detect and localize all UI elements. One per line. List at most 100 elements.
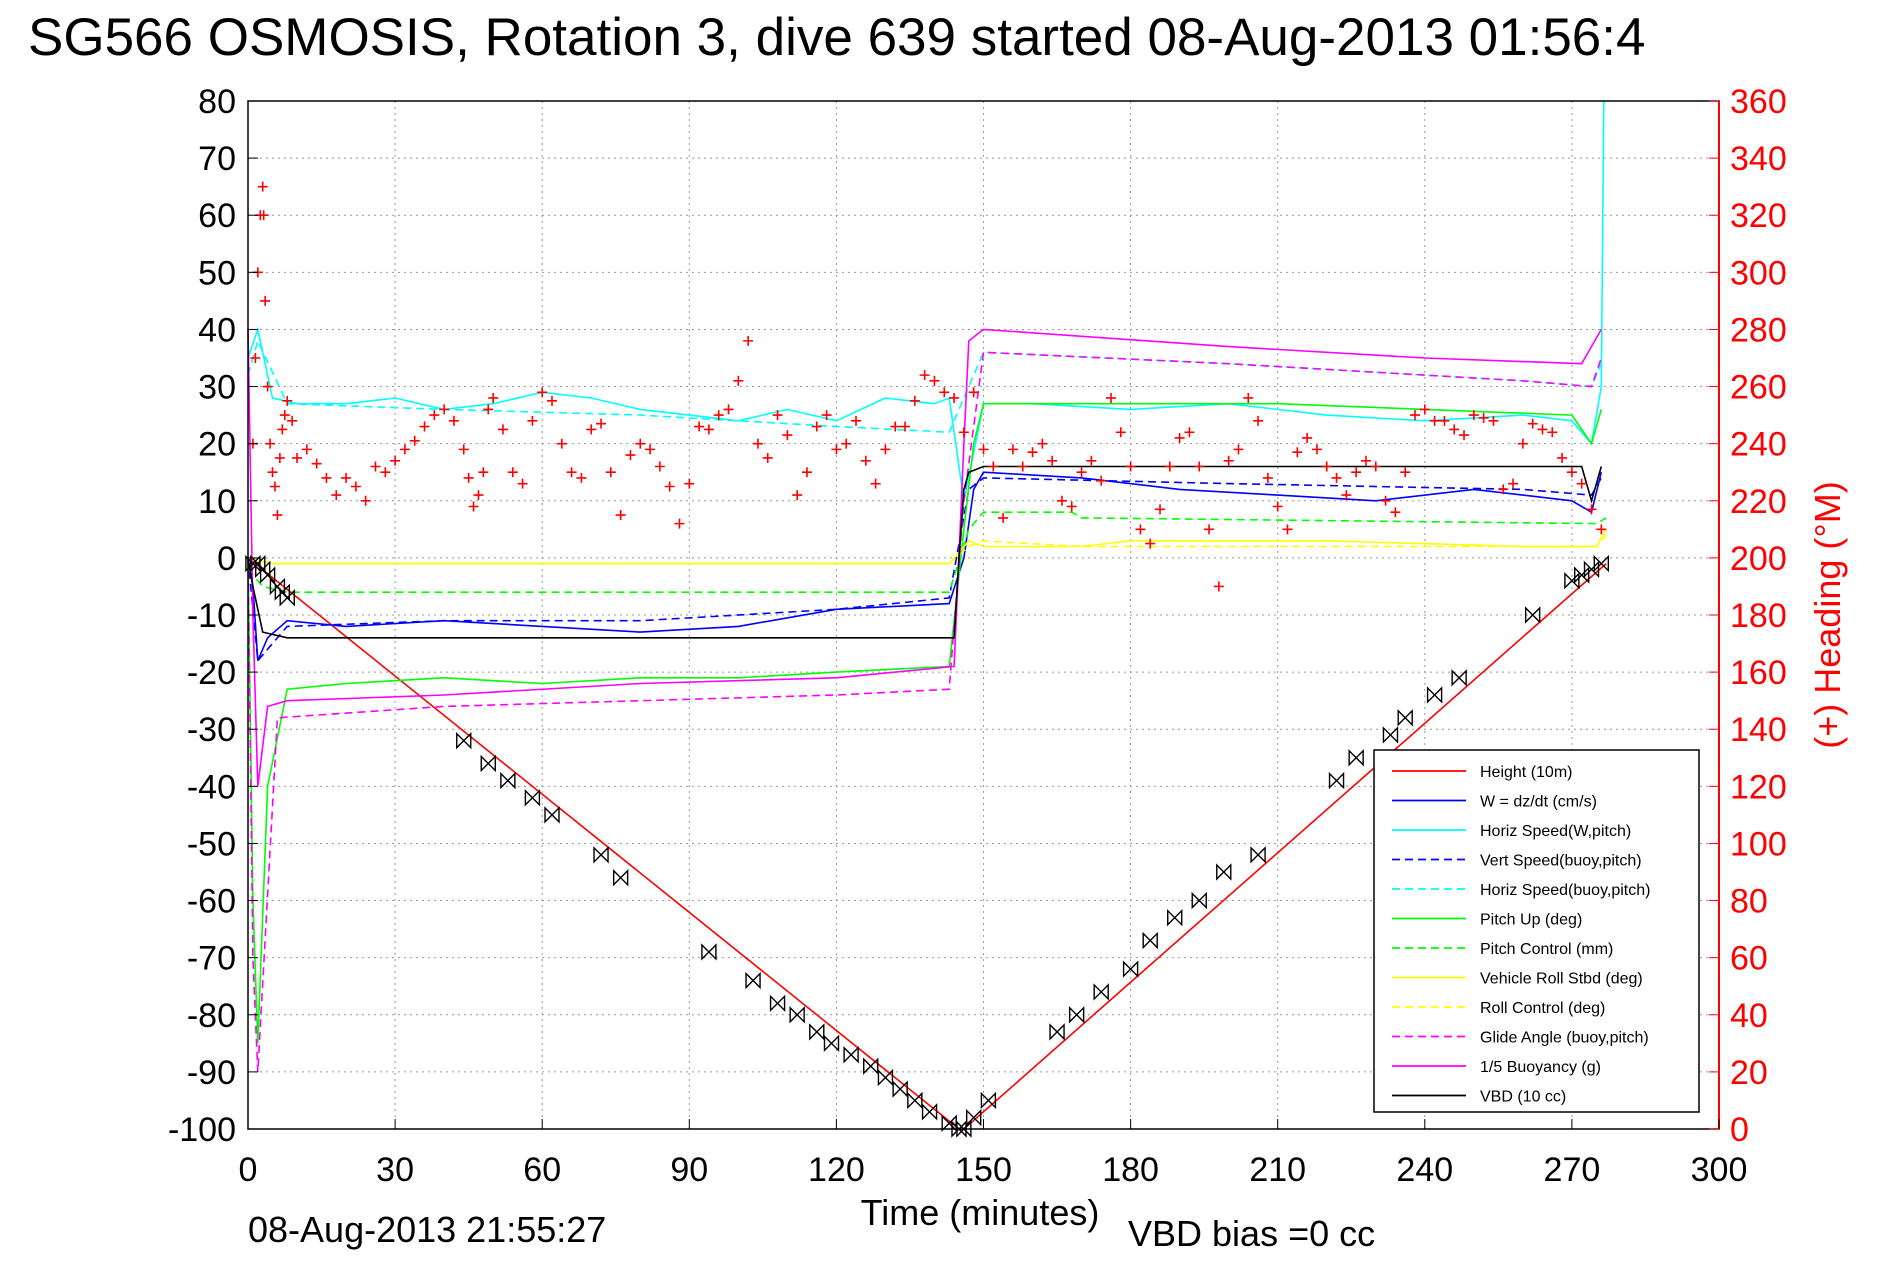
heading-point bbox=[625, 450, 636, 461]
heading-point bbox=[615, 510, 626, 521]
heading-point bbox=[654, 461, 665, 472]
height-marker bbox=[279, 589, 295, 607]
heading-point bbox=[1488, 415, 1499, 426]
heading-point bbox=[258, 210, 269, 221]
heading-point bbox=[488, 392, 499, 403]
heading-point bbox=[527, 415, 538, 426]
heading-point bbox=[762, 452, 773, 463]
heading-point bbox=[890, 421, 901, 432]
heading-point bbox=[274, 452, 285, 463]
y-right-tick-label: 320 bbox=[1730, 197, 1787, 235]
heading-point bbox=[870, 478, 881, 489]
x-tick-label: 0 bbox=[239, 1151, 258, 1189]
heading-point bbox=[1105, 392, 1116, 403]
heading-point bbox=[260, 295, 271, 306]
height-marker bbox=[1328, 771, 1345, 790]
series-line-8 bbox=[247, 534, 1607, 565]
heading-point bbox=[586, 424, 597, 435]
heading-point bbox=[1439, 415, 1450, 426]
y-right-tick-labels: 3603403203002802602402202001801601401201… bbox=[1709, 83, 1787, 1149]
y-left-tick-label: -30 bbox=[187, 711, 236, 749]
heading-point bbox=[507, 467, 518, 478]
legend-label: VBD (10 cc) bbox=[1480, 1089, 1566, 1106]
heading-point bbox=[1429, 415, 1440, 426]
y-left-tick-label: 70 bbox=[198, 140, 236, 178]
heading-point bbox=[1537, 424, 1548, 435]
y-left-tick-label: -20 bbox=[187, 654, 236, 692]
heading-point bbox=[448, 415, 459, 426]
heading-point bbox=[1155, 504, 1166, 515]
heading-point bbox=[792, 490, 803, 501]
height-marker bbox=[1167, 908, 1183, 927]
heading-point bbox=[390, 455, 401, 466]
x-tick-label: 270 bbox=[1544, 1151, 1601, 1189]
height-markers bbox=[245, 554, 1610, 1138]
heading-point bbox=[272, 510, 283, 521]
height-marker bbox=[921, 1103, 938, 1121]
heading-point bbox=[1056, 495, 1067, 506]
heading-point bbox=[1459, 430, 1470, 441]
heading-point bbox=[1194, 461, 1205, 472]
y-left-tick-label: -50 bbox=[187, 825, 236, 863]
heading-point bbox=[1125, 461, 1136, 472]
heading-point bbox=[267, 467, 278, 478]
heading-point bbox=[262, 381, 273, 392]
legend-label: Vert Speed(buoy,pitch) bbox=[1480, 853, 1642, 870]
heading-point bbox=[713, 410, 724, 421]
heading-point bbox=[1360, 455, 1371, 466]
y-left-tick-label: 0 bbox=[217, 540, 236, 578]
series-line-9 bbox=[247, 351, 1603, 1072]
height-marker bbox=[1382, 726, 1399, 744]
heading-point bbox=[1086, 455, 1097, 466]
legend-label: Height (10m) bbox=[1480, 764, 1572, 781]
heading-point bbox=[1370, 461, 1381, 472]
x-tick-label: 210 bbox=[1249, 1151, 1306, 1189]
heading-point bbox=[1419, 404, 1430, 415]
y-right-tick-label: 160 bbox=[1730, 654, 1787, 692]
legend-label: Roll Control (deg) bbox=[1480, 1000, 1605, 1017]
heading-point bbox=[978, 444, 989, 455]
heading-point bbox=[1282, 524, 1293, 535]
heading-point bbox=[958, 427, 969, 438]
height-marker bbox=[877, 1068, 894, 1087]
heading-point bbox=[537, 387, 548, 398]
series-line-6 bbox=[247, 511, 1607, 594]
heading-point bbox=[576, 472, 587, 483]
x-tick-label: 240 bbox=[1396, 1151, 1453, 1189]
heading-point bbox=[1027, 447, 1038, 458]
x-tick-label: 120 bbox=[808, 1151, 865, 1189]
heading-point bbox=[1223, 455, 1234, 466]
y-right-tick-label: 240 bbox=[1730, 426, 1787, 464]
series-line-11 bbox=[247, 465, 1603, 639]
heading-point bbox=[1066, 501, 1077, 512]
height-marker bbox=[823, 1034, 840, 1053]
heading-point bbox=[1184, 427, 1195, 438]
y-right-tick-label: 0 bbox=[1730, 1111, 1749, 1149]
heading-point bbox=[439, 404, 450, 415]
heading-point bbox=[429, 410, 440, 421]
heading-point bbox=[370, 461, 381, 472]
heading-point bbox=[483, 404, 494, 415]
y-right-axis-label: (+) Heading (°M) bbox=[1807, 481, 1848, 748]
y-right-tick-label: 200 bbox=[1730, 540, 1787, 578]
height-marker bbox=[863, 1057, 879, 1075]
heading-point bbox=[301, 444, 312, 455]
heading-point bbox=[723, 404, 734, 415]
heading-point bbox=[292, 452, 303, 463]
legend-label: Vehicle Roll Stbd (deg) bbox=[1480, 971, 1643, 988]
height-marker bbox=[965, 1108, 982, 1127]
height-marker bbox=[1049, 1023, 1065, 1041]
y-right-tick-label: 280 bbox=[1730, 311, 1787, 349]
y-left-tick-label: 80 bbox=[198, 83, 236, 121]
y-right-tick-label: 260 bbox=[1730, 369, 1787, 407]
heading-point bbox=[909, 395, 920, 406]
series-line-5 bbox=[247, 402, 1603, 1044]
height-marker bbox=[1216, 863, 1232, 881]
height-marker bbox=[259, 566, 276, 584]
x-tick-label: 300 bbox=[1691, 1151, 1748, 1189]
y-right-tick-label: 140 bbox=[1730, 711, 1787, 749]
heading-point bbox=[311, 458, 322, 469]
heading-point bbox=[463, 472, 474, 483]
heading-point bbox=[1262, 472, 1273, 483]
series-line-3 bbox=[247, 477, 1602, 663]
